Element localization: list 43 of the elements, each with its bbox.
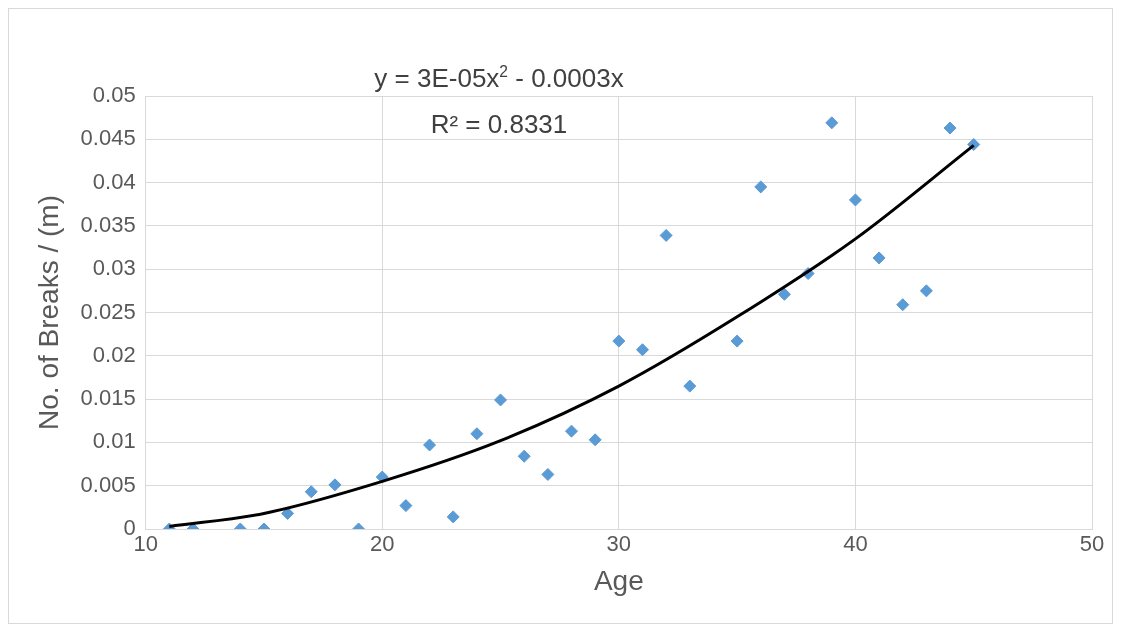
point <box>825 116 839 130</box>
y-tick-label: 0.015 <box>80 385 136 411</box>
point <box>588 433 602 447</box>
x-tick-label: 30 <box>606 531 632 557</box>
y-tick-label: 0.02 <box>92 341 136 367</box>
y-tick-label: 0.005 <box>80 471 136 497</box>
y-tick-label: 0.01 <box>92 428 136 454</box>
y-tick-label: 0.03 <box>92 255 136 281</box>
point <box>612 334 626 348</box>
x-axis-title: Age <box>593 564 644 596</box>
y-axis-title: No. of Breaks / (m) <box>32 195 64 430</box>
point <box>896 298 910 312</box>
x-tick-label: 40 <box>843 531 868 557</box>
point <box>635 343 649 357</box>
point <box>943 121 957 135</box>
point <box>541 467 555 481</box>
y-tick-label: 0.025 <box>80 298 136 324</box>
y-tick-label: 0.04 <box>92 168 136 194</box>
x-tick-label: 50 <box>1079 531 1105 557</box>
point <box>730 334 744 348</box>
x-tick-label: 10 <box>133 531 158 557</box>
point <box>494 393 508 407</box>
y-tick-label: 0.045 <box>80 125 136 151</box>
point <box>399 499 413 513</box>
point <box>919 284 933 298</box>
point <box>777 287 791 301</box>
y-tick-label: 0.05 <box>92 82 136 108</box>
point <box>872 251 886 265</box>
point <box>754 180 768 194</box>
point <box>683 379 697 393</box>
point <box>328 478 342 492</box>
y-tick-label: 0.035 <box>80 211 136 237</box>
y-tick-label: 0 <box>123 515 136 541</box>
point <box>423 438 437 452</box>
point <box>304 485 318 499</box>
annotation: R² = 0.8331 <box>430 109 568 139</box>
point <box>565 424 579 438</box>
point <box>848 193 862 207</box>
point <box>659 228 673 242</box>
point <box>470 427 484 441</box>
point <box>446 510 460 524</box>
x-tick-label: 20 <box>370 531 395 557</box>
point <box>517 449 531 463</box>
